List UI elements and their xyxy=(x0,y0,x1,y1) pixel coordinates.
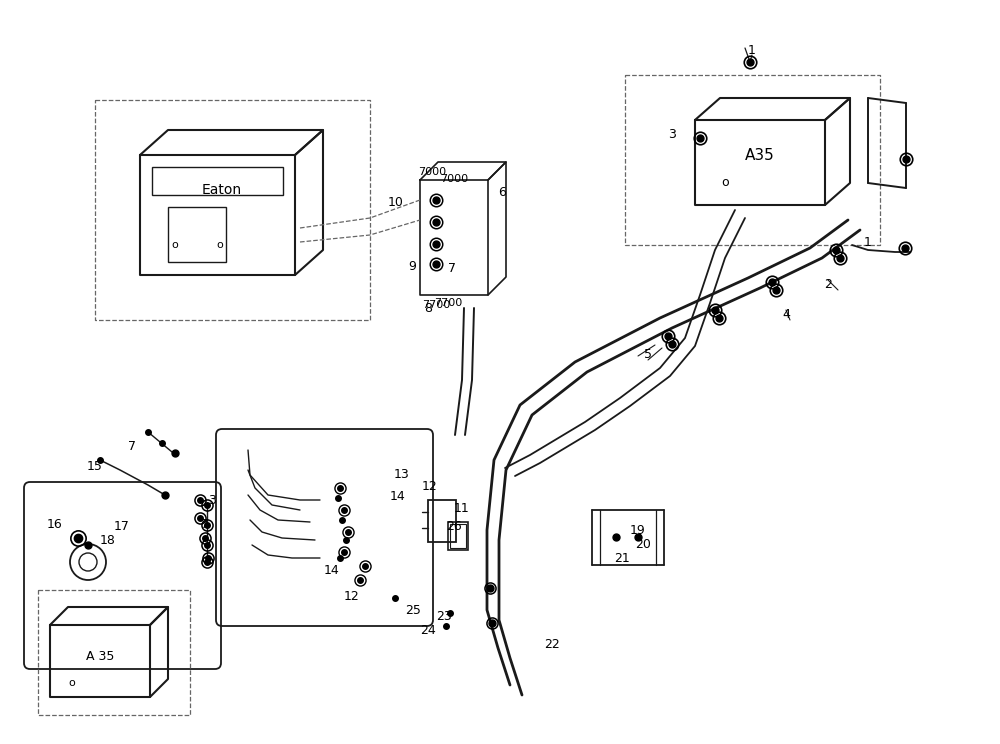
Text: 10: 10 xyxy=(388,196,404,208)
Text: 24: 24 xyxy=(420,624,436,638)
Text: 9: 9 xyxy=(408,260,416,272)
Bar xyxy=(428,500,456,542)
Text: 12: 12 xyxy=(422,479,438,493)
Text: 18: 18 xyxy=(100,534,116,548)
Text: 14: 14 xyxy=(390,490,406,502)
Bar xyxy=(168,207,226,262)
Text: 15: 15 xyxy=(87,460,103,472)
Text: 17: 17 xyxy=(114,519,130,533)
Text: o: o xyxy=(172,240,178,250)
Text: 7: 7 xyxy=(128,440,136,452)
Text: 7700: 7700 xyxy=(434,298,462,308)
Text: 22: 22 xyxy=(544,638,560,652)
Text: 2: 2 xyxy=(824,278,832,292)
Text: 7700: 7700 xyxy=(422,300,450,310)
Text: 13: 13 xyxy=(394,467,410,481)
Bar xyxy=(450,524,466,548)
Bar xyxy=(448,522,468,550)
Text: 7000: 7000 xyxy=(418,167,446,177)
Text: o: o xyxy=(721,176,729,188)
Text: 7000: 7000 xyxy=(440,174,468,184)
Text: 7: 7 xyxy=(201,518,209,530)
Text: 19: 19 xyxy=(630,524,646,536)
Text: 26: 26 xyxy=(446,519,462,533)
Text: 12: 12 xyxy=(344,589,360,603)
Text: o: o xyxy=(69,678,75,688)
Text: 11: 11 xyxy=(454,501,470,515)
Text: 1: 1 xyxy=(864,236,872,248)
Text: 25: 25 xyxy=(405,604,421,618)
Text: 8: 8 xyxy=(424,301,432,315)
Text: 1: 1 xyxy=(748,43,756,57)
Text: 6: 6 xyxy=(498,185,506,199)
Text: Eaton: Eaton xyxy=(202,183,242,197)
Text: 7: 7 xyxy=(448,261,456,275)
Text: 5: 5 xyxy=(644,347,652,361)
Text: 3: 3 xyxy=(208,493,216,507)
Text: 20: 20 xyxy=(635,537,651,551)
Text: 3: 3 xyxy=(668,129,676,141)
Text: 4: 4 xyxy=(782,307,790,321)
Bar xyxy=(152,167,283,195)
Text: 21: 21 xyxy=(614,551,630,565)
Text: o: o xyxy=(217,240,223,250)
Text: A 35: A 35 xyxy=(86,650,114,664)
Text: 23: 23 xyxy=(436,609,452,623)
Text: 16: 16 xyxy=(47,518,63,530)
Text: 14: 14 xyxy=(324,565,340,577)
Text: A35: A35 xyxy=(745,147,775,162)
